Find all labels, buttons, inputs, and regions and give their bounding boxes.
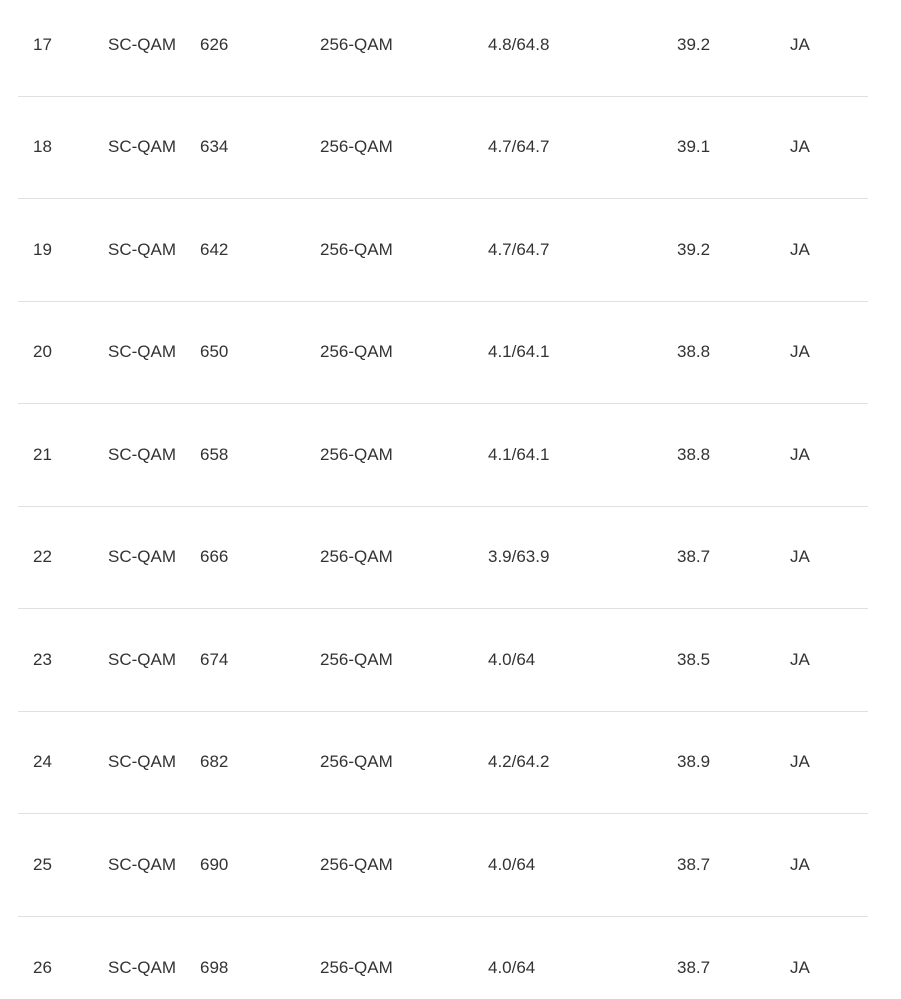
cell-power-level: 4.7/64.7 [488, 137, 550, 157]
cell-channel-index: 20 [33, 342, 52, 362]
cell-snr: 39.2 [677, 239, 711, 259]
cell-channel-type: SC-QAM [108, 34, 176, 54]
cell-snr: 38.5 [677, 649, 711, 669]
table-row: 21 SC-QAM 658 256-QAM 4.1/64.1 38.8 JA [18, 404, 868, 507]
cell-channel-index: 17 [33, 34, 52, 54]
cell-power-level: 4.1/64.1 [488, 444, 550, 464]
cell-snr: 38.7 [677, 547, 711, 567]
cell-frequency: 674 [200, 649, 229, 669]
cell-frequency: 682 [200, 752, 229, 772]
cell-channel-type: SC-QAM [108, 137, 176, 157]
table-row: 22 SC-QAM 666 256-QAM 3.9/63.9 38.7 JA [18, 507, 868, 609]
cell-channel-type: SC-QAM [108, 752, 176, 772]
cell-snr: 38.7 [677, 854, 711, 874]
cell-snr: 39.2 [677, 34, 711, 54]
cell-channel-type: SC-QAM [108, 957, 176, 977]
cell-channel-index: 18 [33, 137, 52, 157]
cell-snr: 38.8 [677, 444, 711, 464]
cell-channel-index: 25 [33, 854, 52, 874]
cell-modulation: 256-QAM [320, 649, 393, 669]
cell-locked-status: JA [790, 239, 810, 259]
cell-frequency: 642 [200, 239, 229, 259]
cell-power-level: 4.7/64.7 [488, 239, 550, 259]
cell-frequency: 634 [200, 137, 229, 157]
cell-channel-index: 26 [33, 957, 52, 977]
cell-channel-type: SC-QAM [108, 854, 176, 874]
cell-modulation: 256-QAM [320, 342, 393, 362]
cell-snr: 39.1 [677, 137, 711, 157]
cell-power-level: 4.8/64.8 [488, 34, 550, 54]
cell-locked-status: JA [790, 957, 810, 977]
cell-locked-status: JA [790, 854, 810, 874]
cell-modulation: 256-QAM [320, 854, 393, 874]
cell-modulation: 256-QAM [320, 239, 393, 259]
table-row: 25 SC-QAM 690 256-QAM 4.0/64 38.7 JA [18, 814, 868, 917]
cell-power-level: 3.9/63.9 [488, 547, 550, 567]
cell-snr: 38.7 [677, 957, 711, 977]
table-row: 17 SC-QAM 626 256-QAM 4.8/64.8 39.2 JA [18, 0, 868, 97]
table-row: 20 SC-QAM 650 256-QAM 4.1/64.1 38.8 JA [18, 302, 868, 404]
table-row: 19 SC-QAM 642 256-QAM 4.7/64.7 39.2 JA [18, 199, 868, 302]
cell-power-level: 4.0/64 [488, 649, 536, 669]
cell-frequency: 626 [200, 34, 229, 54]
cell-modulation: 256-QAM [320, 547, 393, 567]
cell-modulation: 256-QAM [320, 34, 393, 54]
cell-locked-status: JA [790, 137, 810, 157]
cell-channel-index: 21 [33, 444, 52, 464]
cell-locked-status: JA [790, 752, 810, 772]
cell-power-level: 4.0/64 [488, 854, 536, 874]
cell-channel-index: 23 [33, 649, 52, 669]
cell-channel-type: SC-QAM [108, 649, 176, 669]
cell-snr: 38.8 [677, 342, 711, 362]
cell-frequency: 690 [200, 854, 229, 874]
cell-power-level: 4.2/64.2 [488, 752, 550, 772]
cell-modulation: 256-QAM [320, 752, 393, 772]
cell-locked-status: JA [790, 34, 810, 54]
table-row: 26 SC-QAM 698 256-QAM 4.0/64 38.7 JA [18, 917, 868, 999]
cell-snr: 38.9 [677, 752, 711, 772]
cell-power-level: 4.1/64.1 [488, 342, 550, 362]
cell-frequency: 658 [200, 444, 229, 464]
downstream-channel-table: 17 SC-QAM 626 256-QAM 4.8/64.8 39.2 JA 1… [18, 0, 868, 999]
cell-locked-status: JA [790, 444, 810, 464]
table-row: 18 SC-QAM 634 256-QAM 4.7/64.7 39.1 JA [18, 97, 868, 199]
cell-frequency: 666 [200, 547, 229, 567]
table-row: 23 SC-QAM 674 256-QAM 4.0/64 38.5 JA [18, 609, 868, 712]
cell-channel-type: SC-QAM [108, 547, 176, 567]
cell-locked-status: JA [790, 649, 810, 669]
cell-modulation: 256-QAM [320, 444, 393, 464]
cell-modulation: 256-QAM [320, 137, 393, 157]
cell-channel-index: 24 [33, 752, 52, 772]
cell-channel-index: 22 [33, 547, 52, 567]
cell-power-level: 4.0/64 [488, 957, 536, 977]
cell-modulation: 256-QAM [320, 957, 393, 977]
cell-locked-status: JA [790, 547, 810, 567]
cell-frequency: 650 [200, 342, 229, 362]
cell-channel-index: 19 [33, 239, 52, 259]
cell-locked-status: JA [790, 342, 810, 362]
cell-channel-type: SC-QAM [108, 239, 176, 259]
cell-channel-type: SC-QAM [108, 342, 176, 362]
cell-channel-type: SC-QAM [108, 444, 176, 464]
cell-frequency: 698 [200, 957, 229, 977]
table-row: 24 SC-QAM 682 256-QAM 4.2/64.2 38.9 JA [18, 712, 868, 814]
